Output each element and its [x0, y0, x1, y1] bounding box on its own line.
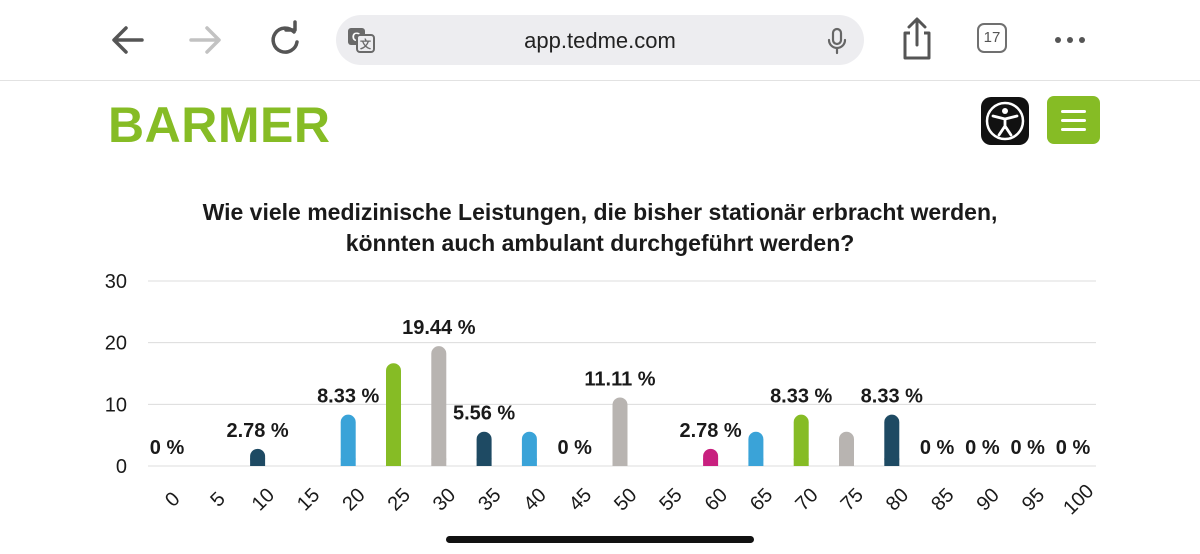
x-tick-label: 55 [655, 484, 686, 515]
bar-30[interactable] [431, 346, 447, 466]
x-tick-label: 0 [161, 488, 184, 511]
x-tick-label: 45 [565, 484, 596, 515]
x-tick-label: 60 [701, 484, 732, 515]
y-tick-label: 30 [105, 271, 127, 293]
bar-base-10 [250, 458, 266, 466]
tabs-icon[interactable]: 17 [977, 23, 1007, 53]
data-label: 0 % [1010, 437, 1045, 459]
x-tick-label: 30 [429, 484, 460, 515]
x-tick-label: 50 [610, 484, 641, 515]
more-icon[interactable] [1052, 30, 1092, 55]
bar-75[interactable] [839, 431, 854, 466]
data-label: 0 % [557, 437, 592, 459]
x-tick-label: 100 [1059, 480, 1098, 519]
bar-base-40 [521, 458, 537, 466]
x-tick-label: 85 [927, 484, 958, 515]
bar-70[interactable] [793, 414, 809, 466]
x-tick-label: 95 [1018, 484, 1049, 515]
reload-icon[interactable] [264, 18, 304, 67]
bar-base-30 [431, 458, 447, 466]
bar-base-35 [476, 458, 492, 466]
home-indicator[interactable] [446, 536, 754, 543]
y-tick-label: 20 [105, 333, 127, 355]
x-tick-label: 65 [746, 484, 777, 515]
y-tick-label: 10 [105, 394, 127, 416]
data-label: 11.11 % [584, 368, 655, 390]
bar-base-25 [386, 458, 401, 466]
x-tick-label: 25 [384, 484, 415, 515]
bar-65[interactable] [748, 431, 764, 466]
x-tick-label: 15 [293, 484, 324, 515]
barmer-logo[interactable]: BARMER [108, 97, 331, 153]
bar-base-60 [703, 458, 719, 466]
accessibility-button[interactable] [981, 97, 1029, 145]
bar-base-50 [612, 458, 628, 466]
url-text[interactable]: app.tedme.com [524, 28, 676, 53]
bar-40[interactable] [521, 431, 537, 466]
data-label: 8.33 % [770, 386, 832, 408]
bar-base-65 [748, 458, 764, 466]
bar-25[interactable] [386, 363, 401, 466]
bar-80[interactable] [884, 414, 900, 466]
menu-button[interactable] [1047, 96, 1100, 144]
x-tick-label: 80 [882, 484, 913, 515]
x-tick-label: 75 [837, 484, 868, 515]
address-bar[interactable]: G文 app.tedme.com [336, 15, 864, 65]
data-label: 2.78 % [226, 420, 288, 442]
chart-title-line-2: könnten auch ambulant durchgeführt werde… [345, 230, 855, 256]
x-tick-label: 70 [791, 484, 822, 515]
translate-icon[interactable]: G文 [346, 26, 376, 59]
bar-20[interactable] [340, 414, 356, 466]
data-label: 8.33 % [861, 386, 923, 408]
bar-base-80 [884, 458, 900, 466]
y-tick-label: 0 [116, 456, 127, 478]
share-icon[interactable] [898, 16, 936, 67]
x-tick-label: 5 [206, 488, 229, 511]
x-tick-label: 40 [520, 484, 551, 515]
bar-35[interactable] [476, 431, 492, 466]
data-label: 0 % [920, 437, 955, 459]
data-label: 2.78 % [679, 420, 741, 442]
data-label: 8.33 % [317, 386, 379, 408]
bar-base-70 [793, 458, 809, 466]
x-tick-label: 90 [973, 484, 1004, 515]
chart-title-line-1: Wie viele medizinische Leistungen, die b… [202, 199, 998, 225]
data-label: 0 % [150, 437, 185, 459]
data-label: 5.56 % [453, 403, 515, 425]
data-label: 0 % [1056, 437, 1091, 459]
x-tick-label: 35 [474, 484, 505, 515]
browser-toolbar: G文 app.tedme.com 17 [0, 0, 1200, 81]
back-arrow-icon[interactable] [108, 18, 148, 67]
x-tick-label: 20 [338, 484, 369, 515]
svg-text:文: 文 [360, 37, 372, 51]
forward-arrow-icon[interactable] [186, 18, 226, 67]
data-label: 0 % [965, 437, 1000, 459]
x-tick-label: 10 [248, 484, 279, 515]
bar-50[interactable] [612, 397, 628, 466]
bar-base-75 [839, 458, 854, 466]
accessibility-person-icon [985, 101, 1025, 141]
bar-base-20 [340, 458, 356, 466]
data-label: 19.44 % [402, 317, 476, 339]
microphone-icon[interactable] [826, 27, 848, 60]
